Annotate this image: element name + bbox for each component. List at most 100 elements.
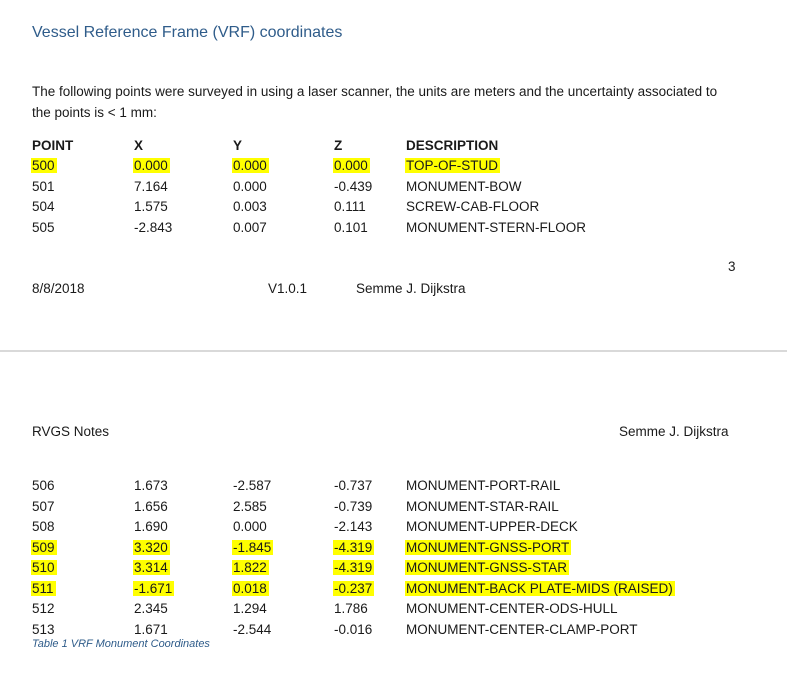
cell-y: 1.822 [232, 558, 269, 578]
cell-description: MONUMENT-CENTER-CLAMP-PORT [406, 620, 638, 640]
cell-y-text: 0.000 [233, 519, 267, 534]
cell-description-text: MONUMENT-CENTER-ODS-HULL [406, 601, 618, 616]
cell-point: 513 [32, 620, 55, 640]
cell-point-text: 505 [32, 219, 55, 235]
section-heading: Vessel Reference Frame (VRF) coordinates [32, 24, 343, 41]
cell-y-text: -2.544 [233, 621, 272, 637]
table-row: 510 3.314 1.822 -4.319 MONUMENT-GNSS-STAR [0, 558, 787, 578]
cell-description-text: MONUMENT-STERN-FLOOR [406, 219, 586, 235]
header-point: POINT [32, 138, 74, 153]
cell-point-text: 509 [31, 539, 57, 555]
cell-description: MONUMENT-GNSS-PORT [405, 538, 572, 558]
cell-x: 1.656 [134, 497, 168, 517]
cell-y: 0.000 [233, 517, 267, 537]
cell-y-text: 1.294 [233, 601, 267, 616]
cell-z: -0.016 [334, 620, 372, 640]
header-y: Y [233, 138, 243, 153]
cell-description-text: SCREW-CAB-FLOOR [406, 199, 540, 214]
cell-point: 505 [32, 218, 55, 238]
cell-z: -0.237 [333, 579, 375, 599]
cell-y-text: 2.585 [233, 498, 267, 514]
cell-y: 2.585 [233, 497, 267, 517]
cell-z: -4.319 [333, 538, 375, 558]
cell-point: 506 [32, 476, 55, 496]
cell-x: -1.671 [133, 579, 175, 599]
cell-description: TOP-OF-STUD [405, 156, 500, 176]
cell-x-text: 1.690 [134, 519, 168, 534]
header-z: Z [334, 138, 343, 153]
cell-x: 3.320 [133, 538, 170, 558]
intro-paragraph: The following points were surveyed in us… [32, 84, 718, 120]
cell-z: -2.143 [334, 517, 372, 537]
table-row: 501 7.164 0.000 -0.439 MONUMENT-BOW [0, 177, 787, 197]
cell-z-text: -4.319 [333, 560, 375, 575]
cell-point-text: 506 [32, 478, 55, 493]
cell-description: SCREW-CAB-FLOOR [406, 197, 539, 217]
header-description: DESCRIPTION [406, 138, 499, 153]
cell-y: 1.294 [233, 599, 267, 619]
cell-point: 507 [32, 497, 55, 517]
cell-z-text: -4.319 [333, 539, 375, 555]
cell-point: 510 [31, 558, 57, 578]
table-row: 506 1.673 -2.587 -0.737 MONUMENT-PORT-RAIL [0, 476, 787, 496]
cell-y-text: 0.007 [233, 219, 267, 235]
cell-description: MONUMENT-GNSS-STAR [405, 558, 569, 578]
table-row: 509 3.320 -1.845 -4.319 MONUMENT-GNSS-PORT [0, 538, 787, 558]
cell-z-text: 1.786 [334, 601, 368, 616]
cell-z-text: -0.739 [334, 498, 373, 514]
table-caption: Table 1 VRF Monument Coordinates [32, 638, 210, 650]
header-x: X [134, 138, 144, 153]
cell-point-text: 510 [31, 560, 57, 575]
cell-x-text: 1.575 [134, 199, 168, 214]
table-header-row: POINT X Y Z DESCRIPTION [0, 136, 787, 156]
cell-x: 1.671 [134, 620, 168, 640]
cell-description: MONUMENT-BOW [406, 177, 522, 197]
cell-point-text: 501 [32, 178, 55, 194]
table-row: 508 1.690 0.000 -2.143 MONUMENT-UPPER-DECK [0, 517, 787, 537]
footer-author: Semme J. Dijkstra [356, 281, 466, 296]
cell-point: 512 [32, 599, 55, 619]
cell-y: 0.000 [233, 177, 267, 197]
cell-point-text: 507 [32, 498, 55, 514]
table-row: 511 -1.671 0.018 -0.237 MONUMENT-BACK PLATE-… [0, 579, 787, 599]
cell-z-text: -2.143 [334, 519, 373, 534]
cell-z: 0.000 [333, 156, 370, 176]
table-row: 512 2.345 1.294 1.786 MONUMENT-CENTER-ODS-HU… [0, 599, 787, 619]
cell-point-text: 512 [32, 601, 55, 616]
cell-description-text: MONUMENT-PORT-RAIL [406, 478, 561, 493]
cell-point: 501 [32, 177, 55, 197]
cell-x-text: 0.000 [133, 158, 170, 173]
cell-y: 0.003 [233, 197, 267, 217]
cell-description-text: MONUMENT-GNSS-STAR [405, 560, 569, 575]
cell-point-text: 508 [32, 519, 55, 534]
table-row: 507 1.656 2.585 -0.739 MONUMENT-STAR-RAIL [0, 497, 787, 517]
cell-description-text: MONUMENT-BOW [406, 178, 522, 194]
cell-x-text: 3.314 [133, 560, 170, 575]
cell-z: 1.786 [334, 599, 368, 619]
cell-y-text: -2.587 [233, 478, 272, 493]
cell-z-text: 0.101 [334, 219, 368, 235]
cell-z-text: 0.000 [333, 158, 370, 173]
table-row: 504 1.575 0.003 0.111 SCREW-CAB-FLOOR [0, 197, 787, 217]
cell-description: MONUMENT-BACK PLATE-MIDS (RAISED) [405, 579, 675, 599]
cell-description-text: MONUMENT-GNSS-PORT [405, 539, 572, 555]
cell-z: 0.111 [334, 197, 366, 217]
cell-point: 504 [32, 197, 55, 217]
cell-y-text: 0.000 [232, 158, 269, 173]
cell-point: 511 [31, 579, 56, 599]
cell-description: MONUMENT-STERN-FLOOR [406, 218, 586, 238]
cell-y: 0.000 [232, 156, 269, 176]
cell-x-text: 3.320 [133, 539, 170, 555]
page-number: 3 [728, 259, 736, 274]
footer-date: 8/8/2018 [32, 281, 85, 296]
cell-z: -0.737 [334, 476, 372, 496]
cell-y-text: 0.000 [233, 178, 267, 194]
cell-y: 0.007 [233, 218, 267, 238]
cell-x-text: 1.673 [134, 478, 168, 493]
cell-x: 1.690 [134, 517, 168, 537]
table-row: 505 -2.843 0.007 0.101 MONUMENT-STERN-FLOOR [0, 218, 787, 238]
cell-x: 1.575 [134, 197, 168, 217]
cell-y: -1.845 [232, 538, 274, 558]
cell-x-text: -2.843 [134, 219, 173, 235]
cell-y: -2.544 [233, 620, 271, 640]
